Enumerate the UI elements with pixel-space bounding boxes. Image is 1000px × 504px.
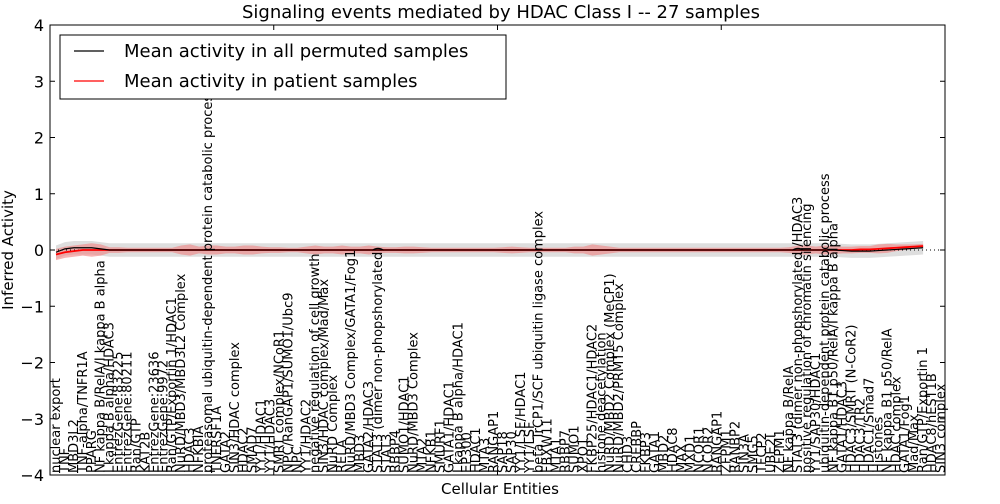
- y-axis-label: Inferred Activity: [0, 190, 17, 310]
- x-axis-label: Cellular Entities: [441, 480, 559, 498]
- y-tick-label: −4: [20, 466, 44, 485]
- y-tick-label: 0: [34, 241, 44, 260]
- legend-label-patient: Mean activity in patient samples: [124, 71, 418, 92]
- y-tick-label: −1: [20, 297, 44, 316]
- legend: Mean activity in all permuted samples Me…: [60, 35, 506, 99]
- x-tick-labels: nuclear exportTNFMBD3L2TNF-alpha/TNFR1AP…: [49, 88, 949, 474]
- y-tick-label: 3: [34, 72, 44, 91]
- legend-label-permuted: Mean activity in all permuted samples: [124, 41, 468, 62]
- x-tick-label: SIN3 complex: [934, 383, 949, 473]
- y-tick-label: −2: [20, 354, 44, 373]
- y-tick-label: 1: [34, 185, 44, 204]
- y-tick-label: −3: [20, 410, 44, 429]
- y-tick-label: 2: [34, 129, 44, 148]
- x-tick-label: NPC/RanGAP1/SUMO1/Ubc9: [281, 293, 296, 473]
- y-tick-label: 4: [34, 16, 44, 35]
- chart-title: Signaling events mediated by HDAC Class …: [242, 2, 760, 23]
